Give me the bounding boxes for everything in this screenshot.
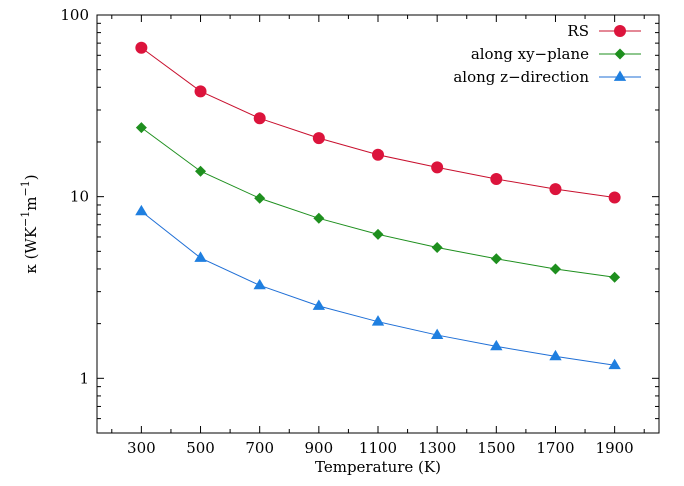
- data-point: [254, 192, 266, 204]
- series-triangle: [135, 204, 621, 370]
- data-point: [490, 253, 502, 265]
- x-tick-label: 900: [305, 439, 334, 457]
- series-layer: [135, 41, 621, 370]
- data-point: [372, 148, 384, 161]
- y-tick-label: 100: [60, 6, 89, 24]
- data-point: [253, 112, 266, 125]
- legend-entry: RS: [567, 22, 641, 40]
- y-axis-title-end: ): [22, 174, 40, 180]
- x-tick-label: 1100: [359, 439, 397, 457]
- y-axis-title-mid: m: [22, 197, 40, 211]
- series-diamond: [135, 122, 621, 283]
- y-tick-label: 1: [79, 369, 89, 387]
- y-tick-label: 10: [70, 188, 89, 206]
- data-point: [312, 299, 326, 310]
- data-point: [608, 191, 621, 204]
- data-point: [135, 41, 148, 54]
- data-point: [431, 241, 443, 253]
- series-circle: [135, 41, 621, 204]
- legend: RS along xy−plane along z−direction: [453, 22, 641, 86]
- data-point: [135, 122, 147, 134]
- legend-marker: [613, 70, 627, 81]
- data-point: [549, 349, 562, 361]
- data-point: [312, 132, 325, 145]
- legend-marker: [614, 25, 626, 37]
- y-axis-title-exp2: −1: [19, 180, 32, 196]
- x-tick-label: 1300: [418, 439, 456, 457]
- legend-entry: along xy−plane: [471, 45, 641, 63]
- data-point: [490, 173, 503, 186]
- data-point: [313, 212, 325, 224]
- legend-entry: along z−direction: [453, 68, 641, 86]
- data-point: [490, 339, 503, 351]
- data-point: [431, 161, 444, 174]
- data-point: [609, 271, 621, 283]
- data-point: [371, 315, 385, 326]
- x-tick-label: 1900: [596, 439, 634, 457]
- x-tick-label: 500: [186, 439, 215, 457]
- legend-marker: [614, 48, 626, 60]
- data-point: [372, 228, 384, 240]
- data-point: [549, 183, 562, 196]
- data-point: [608, 358, 621, 370]
- data-point: [135, 204, 148, 216]
- x-tick-label: 1500: [477, 439, 515, 457]
- ticks-layer: 300 500 700 900 1100 1300 1500 1700 1900 1 10 100: [60, 6, 659, 457]
- legend-label: along xy−plane: [471, 45, 589, 63]
- y-axis-title: κ (WK−1m−1): [19, 174, 40, 273]
- y-axis-title-base: κ (WK: [22, 226, 40, 273]
- data-point: [549, 263, 561, 275]
- y-axis-title-exp1: −1: [19, 211, 32, 227]
- x-axis-title: Temperature (K): [315, 458, 441, 476]
- legend-label: along z−direction: [453, 68, 589, 86]
- data-point: [194, 251, 207, 262]
- x-tick-label: 300: [127, 439, 156, 457]
- legend-label: RS: [567, 22, 589, 40]
- data-point: [194, 85, 207, 98]
- data-point: [253, 278, 266, 290]
- x-tick-label: 700: [245, 439, 274, 457]
- data-point: [195, 165, 207, 177]
- data-point: [430, 328, 444, 339]
- x-tick-label: 1700: [536, 439, 574, 457]
